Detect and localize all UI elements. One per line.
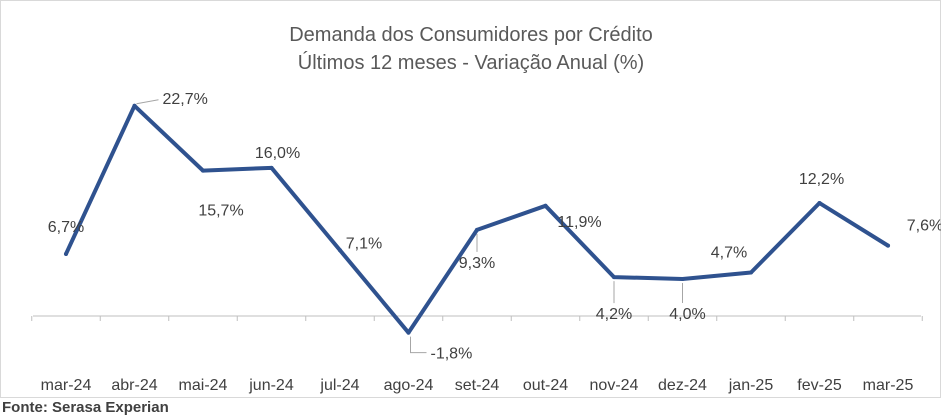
data-label: 11,9% <box>557 214 601 231</box>
x-tick-label: dez-24 <box>658 377 707 394</box>
x-tick-label: jan-25 <box>728 377 774 394</box>
data-point <box>612 275 616 280</box>
data-label: 22,7% <box>163 91 208 108</box>
chart-subtitle: Últimos 12 meses - Variação Anual (%) <box>298 51 644 74</box>
x-tick-label: ago-24 <box>384 377 434 394</box>
data-point <box>132 103 137 108</box>
data-label: 12,2% <box>799 171 844 188</box>
series-line <box>64 103 890 335</box>
label-leader-line <box>136 99 159 105</box>
data-point <box>817 201 822 206</box>
x-tick-label: nov-24 <box>590 377 639 394</box>
data-point <box>886 243 890 248</box>
data-point <box>406 330 411 335</box>
x-tick-label: abr-24 <box>111 377 157 394</box>
x-tick-label: set-24 <box>455 377 500 394</box>
label-leader-line <box>410 336 427 354</box>
data-point <box>680 276 685 281</box>
data-label: 4,0% <box>669 306 705 323</box>
line-chart: Demanda dos Consumidores por Crédito Últ… <box>31 24 941 394</box>
chart-area: Demanda dos Consumidores por Crédito Últ… <box>0 0 941 398</box>
source-note: Fonte: Serasa Experian <box>2 399 169 416</box>
x-tick-label: mai-24 <box>179 377 228 394</box>
data-label: 9,3% <box>459 255 495 272</box>
data-label: 6,7% <box>48 219 84 236</box>
data-label: 15,7% <box>198 203 243 220</box>
data-point <box>543 203 548 208</box>
data-label: 4,7% <box>711 244 747 261</box>
x-tick-label: jun-24 <box>248 377 294 394</box>
data-label: 7,6% <box>907 218 941 235</box>
data-label: 4,2% <box>596 306 632 323</box>
data-label: -1,8% <box>431 346 473 363</box>
x-tick-label: out-24 <box>523 377 568 394</box>
data-point <box>338 248 342 253</box>
data-point <box>201 168 205 173</box>
data-point <box>269 165 274 170</box>
x-tick-label: jul-24 <box>319 377 359 394</box>
data-point <box>475 227 479 232</box>
data-label: 16,0% <box>255 145 300 162</box>
x-tick-label: mar-25 <box>863 377 914 394</box>
data-label: 7,1% <box>346 235 382 252</box>
x-tick-label: mar-24 <box>41 377 92 394</box>
x-tick-label: fev-25 <box>797 377 842 394</box>
data-point <box>749 270 753 275</box>
data-point <box>64 251 68 256</box>
chart-title: Demanda dos Consumidores por Crédito <box>289 24 653 46</box>
